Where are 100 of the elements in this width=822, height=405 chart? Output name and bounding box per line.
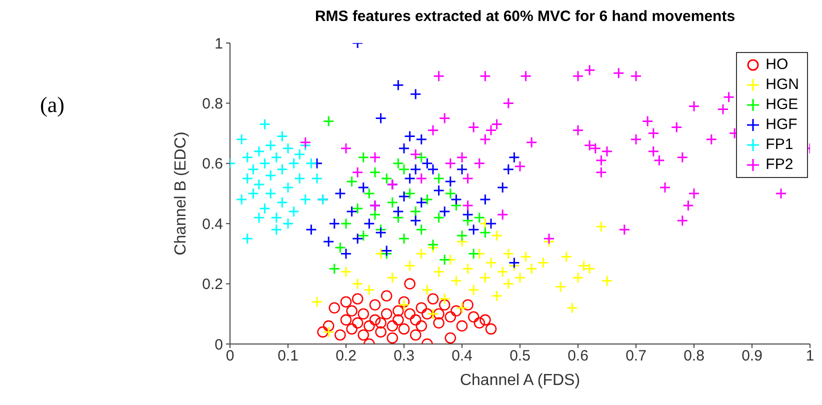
point <box>334 329 346 341</box>
point <box>410 329 422 341</box>
point <box>612 67 624 79</box>
point <box>456 164 468 176</box>
point <box>259 202 271 214</box>
y-tick-label: 0.8 <box>202 96 223 113</box>
point <box>404 278 416 290</box>
point <box>717 103 729 115</box>
y-tick-label: 0.2 <box>202 276 223 294</box>
x-tick-label: 0 <box>226 348 234 365</box>
point <box>416 196 428 208</box>
point <box>369 314 381 326</box>
legend-label: HGF <box>766 115 798 135</box>
point <box>595 154 607 166</box>
point <box>328 263 340 274</box>
point <box>456 302 468 314</box>
legend-label: HO <box>766 55 788 75</box>
point <box>485 323 497 335</box>
y-tick-label: 0.6 <box>202 156 223 173</box>
point <box>392 206 404 218</box>
x-tick-label: 0.8 <box>684 348 704 365</box>
point <box>322 236 334 248</box>
point <box>410 214 422 226</box>
point <box>508 256 520 268</box>
point <box>352 278 364 290</box>
point <box>247 188 259 200</box>
point <box>496 208 508 220</box>
point <box>496 182 508 194</box>
point <box>502 278 514 290</box>
point <box>618 224 630 236</box>
point <box>514 160 526 172</box>
point <box>479 272 491 284</box>
point <box>526 263 538 274</box>
point <box>416 172 428 184</box>
point <box>358 329 370 341</box>
point <box>648 128 660 140</box>
point <box>422 308 433 320</box>
point <box>485 218 497 230</box>
point <box>427 124 439 136</box>
point <box>264 170 276 182</box>
x-tick-label: 0.5 <box>510 348 530 365</box>
point <box>236 194 248 206</box>
point <box>474 158 486 170</box>
point <box>496 266 508 278</box>
point <box>364 320 375 332</box>
point <box>369 152 381 164</box>
point <box>723 91 735 103</box>
point <box>468 284 480 296</box>
point <box>416 134 428 146</box>
point <box>433 172 445 184</box>
point <box>485 256 497 268</box>
point <box>630 134 642 146</box>
point <box>456 152 468 164</box>
point <box>462 263 474 274</box>
point <box>462 299 474 311</box>
point <box>450 275 462 287</box>
x-tick-label: 0.9 <box>742 348 762 365</box>
point <box>386 332 398 344</box>
point <box>491 290 503 302</box>
point <box>416 302 428 314</box>
point <box>242 172 254 184</box>
point <box>340 296 352 308</box>
point <box>537 256 549 268</box>
point <box>375 326 386 338</box>
point <box>352 202 364 214</box>
point <box>468 224 480 236</box>
point <box>468 122 480 134</box>
point <box>572 124 584 136</box>
point <box>653 154 665 166</box>
point <box>444 332 456 344</box>
point <box>236 134 248 146</box>
point <box>560 250 572 262</box>
point <box>294 172 306 184</box>
point <box>601 275 613 287</box>
point <box>630 70 642 82</box>
point <box>410 88 422 100</box>
point <box>380 290 392 302</box>
point <box>450 305 462 317</box>
point <box>375 112 387 124</box>
point <box>410 206 422 218</box>
point <box>433 308 444 320</box>
point <box>410 148 422 160</box>
legend-label: FP2 <box>766 155 794 175</box>
point <box>352 293 364 304</box>
point <box>433 184 445 196</box>
point <box>438 293 450 305</box>
point <box>444 188 456 200</box>
point <box>375 226 387 238</box>
point <box>398 299 410 311</box>
point <box>526 136 538 148</box>
point <box>775 188 787 200</box>
point <box>392 314 404 326</box>
point <box>264 140 276 152</box>
point <box>421 284 433 296</box>
point <box>572 272 584 284</box>
x-tick-label: 0.3 <box>394 348 414 365</box>
point <box>346 176 358 188</box>
point <box>352 232 364 244</box>
point <box>270 224 282 236</box>
point <box>358 152 370 164</box>
